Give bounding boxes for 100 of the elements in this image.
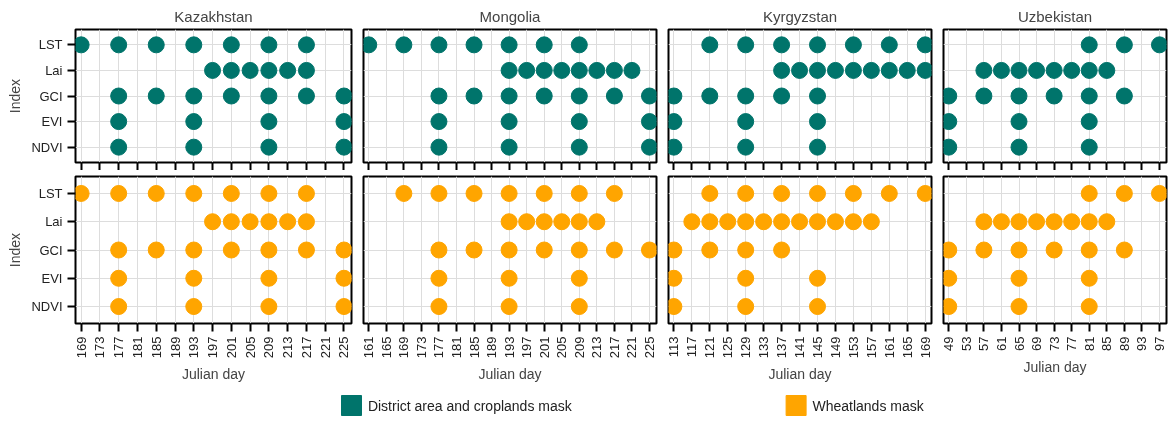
point — [605, 241, 623, 259]
x-axis-title: Julian day — [1023, 358, 1087, 375]
point — [430, 87, 448, 105]
point — [737, 184, 755, 202]
point — [809, 113, 826, 131]
point — [430, 241, 448, 259]
point — [605, 87, 623, 105]
x-tick-label: 169 — [73, 336, 89, 359]
point — [553, 213, 571, 231]
point — [683, 213, 701, 231]
point — [588, 213, 606, 231]
x-tick-label: 177 — [111, 336, 127, 359]
point — [500, 184, 518, 202]
point — [773, 241, 791, 259]
x-tick-label: 225 — [336, 336, 352, 359]
x-tick-label: 137 — [774, 336, 790, 359]
x-tick-label: 117 — [684, 336, 700, 358]
x-axis-title: Julian day — [478, 366, 542, 383]
point — [260, 87, 278, 105]
point — [862, 213, 880, 231]
x-tick-label: 65 — [1011, 336, 1027, 351]
point — [809, 184, 826, 202]
point — [809, 269, 826, 287]
point — [553, 61, 571, 79]
point — [975, 87, 993, 105]
point — [535, 241, 553, 259]
point — [1028, 213, 1046, 231]
y-axis-title: Index — [7, 232, 24, 268]
x-tick-label: 225 — [641, 336, 657, 359]
chart-title: Kyrgyzstan — [762, 7, 838, 25]
point — [185, 138, 203, 156]
point — [640, 241, 657, 259]
point — [880, 36, 898, 54]
point — [844, 213, 862, 231]
point — [826, 61, 844, 79]
x-tick-label: 193 — [501, 336, 517, 359]
point — [943, 298, 958, 316]
point — [1080, 87, 1098, 105]
y-tick-label: Lai — [45, 62, 63, 78]
point — [110, 87, 128, 105]
point — [335, 241, 352, 259]
point — [773, 184, 791, 202]
point — [1080, 113, 1098, 131]
point — [1010, 241, 1028, 259]
x-tick-label: 165 — [378, 336, 394, 359]
point — [1080, 269, 1098, 287]
x-tick-label: 185 — [148, 336, 164, 359]
x-tick-label: 217 — [606, 336, 622, 359]
point — [773, 213, 791, 231]
y-tick-label: LST — [38, 37, 63, 53]
x-tick-label: 185 — [466, 336, 482, 359]
point — [185, 184, 203, 202]
point — [260, 61, 278, 79]
x-tick-label: 213 — [589, 336, 605, 359]
point — [1115, 87, 1133, 105]
point — [1010, 213, 1028, 231]
point — [640, 113, 657, 131]
point — [668, 113, 683, 131]
point — [500, 269, 518, 287]
point — [1028, 61, 1046, 79]
point — [719, 213, 737, 231]
point — [570, 269, 588, 287]
x-tick-label: 181 — [448, 336, 464, 359]
x-tick-label: 173 — [92, 336, 108, 359]
point — [570, 36, 588, 54]
point — [335, 113, 352, 131]
point — [1063, 213, 1081, 231]
point — [335, 138, 352, 156]
x-tick-label: 181 — [129, 336, 145, 359]
point — [943, 241, 958, 259]
point — [500, 241, 518, 259]
x-tick-label: 169 — [917, 336, 933, 359]
point — [535, 36, 553, 54]
point — [1080, 298, 1098, 316]
point — [975, 61, 993, 79]
x-tick-label: 177 — [431, 336, 447, 359]
point — [518, 213, 536, 231]
point — [185, 241, 203, 259]
point — [737, 241, 755, 259]
point — [701, 36, 719, 54]
point — [809, 138, 826, 156]
x-tick-label: 61 — [993, 336, 1009, 351]
point — [110, 298, 128, 316]
x-tick-label: 197 — [519, 336, 535, 359]
point — [500, 113, 518, 131]
point — [701, 87, 719, 105]
x-tick-label: 213 — [280, 336, 296, 359]
point — [862, 61, 880, 79]
point — [943, 269, 958, 287]
point — [570, 61, 588, 79]
x-tick-label: 69 — [1029, 336, 1045, 351]
point — [1080, 138, 1098, 156]
point — [110, 241, 128, 259]
point — [880, 61, 898, 79]
point — [809, 36, 826, 54]
x-tick-label: 89 — [1116, 336, 1132, 351]
point — [701, 184, 719, 202]
point — [809, 213, 826, 231]
point — [773, 61, 791, 79]
y-axis-title: Index — [7, 78, 24, 114]
